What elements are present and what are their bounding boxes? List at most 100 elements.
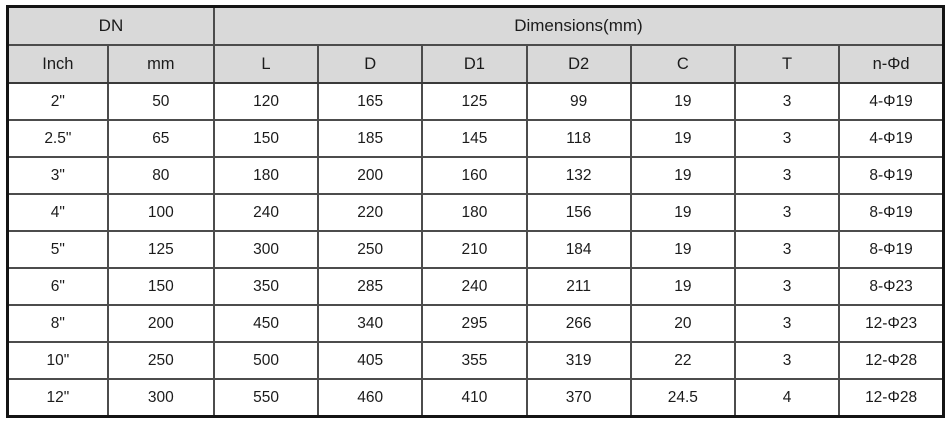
table-cell: 450	[212, 304, 320, 343]
table-cell: 65	[106, 119, 215, 158]
table-cell: 19	[629, 267, 736, 306]
table-cell: 156	[525, 193, 632, 232]
table-cell: 3	[733, 193, 841, 232]
dimensions-spec-table: DN Dimensions(mm) Inch mm L D D1 D2 C T …	[6, 5, 945, 418]
table-cell: 50	[106, 82, 215, 121]
col-header-inch: Inch	[6, 44, 109, 84]
table-cell: 250	[317, 230, 424, 269]
table-row: 2.5" 65 150 185 145 118 19 3 4-Φ19	[6, 119, 945, 158]
table-cell: 22	[629, 341, 736, 380]
col-header-d2: D2	[525, 44, 632, 84]
table-cell: 185	[317, 119, 424, 158]
table-cell: 145	[421, 119, 528, 158]
table-cell: 12-Φ28	[838, 378, 945, 418]
table-cell: 132	[525, 156, 632, 195]
table-cell: 160	[421, 156, 528, 195]
table-cell: 12-Φ28	[838, 341, 945, 380]
table-row: 4" 100 240 220 180 156 19 3 8-Φ19	[6, 193, 945, 232]
table-cell: 500	[212, 341, 320, 380]
table-row: 2" 50 120 165 125 99 19 3 4-Φ19	[6, 82, 945, 121]
col-header-t: T	[733, 44, 841, 84]
table-cell: 355	[421, 341, 528, 380]
table-cell: 240	[212, 193, 320, 232]
table-cell: 3	[733, 267, 841, 306]
table-cell: 3	[733, 119, 841, 158]
table-cell: 118	[525, 119, 632, 158]
table-cell: 8-Φ19	[838, 230, 945, 269]
table-cell: 220	[317, 193, 424, 232]
table-row: 10" 250 500 405 355 319 22 3 12-Φ28	[6, 341, 945, 380]
table-cell: 12"	[6, 378, 109, 418]
table-cell: 10"	[6, 341, 109, 380]
table-cell: 3	[733, 82, 841, 121]
table-cell: 8"	[6, 304, 109, 343]
table-cell: 19	[629, 230, 736, 269]
table-cell: 300	[106, 378, 215, 418]
col-header-mm: mm	[106, 44, 215, 84]
table-cell: 184	[525, 230, 632, 269]
table-cell: 240	[421, 267, 528, 306]
table-row: 5" 125 300 250 210 184 19 3 8-Φ19	[6, 230, 945, 269]
table-cell: 24.5	[629, 378, 736, 418]
table-column-header-row: Inch mm L D D1 D2 C T n-Φd	[6, 44, 945, 84]
table-cell: 2"	[6, 82, 109, 121]
table-cell: 319	[525, 341, 632, 380]
col-header-l: L	[212, 44, 320, 84]
table-cell: 3	[733, 230, 841, 269]
table-cell: 410	[421, 378, 528, 418]
table-cell: 80	[106, 156, 215, 195]
table-cell: 3"	[6, 156, 109, 195]
table-cell: 19	[629, 119, 736, 158]
table-cell: 6"	[6, 267, 109, 306]
col-header-n-phi-d: n-Φd	[838, 44, 945, 84]
table-cell: 2.5"	[6, 119, 109, 158]
table-cell: 4	[733, 378, 841, 418]
table-cell: 125	[106, 230, 215, 269]
table-row: 12" 300 550 460 410 370 24.5 4 12-Φ28	[6, 378, 945, 418]
table-cell: 12-Φ23	[838, 304, 945, 343]
table-cell: 266	[525, 304, 632, 343]
table-cell: 8-Φ19	[838, 156, 945, 195]
table-group-header-row: DN Dimensions(mm)	[6, 5, 945, 46]
table-row: 3" 80 180 200 160 132 19 3 8-Φ19	[6, 156, 945, 195]
group-header-dn: DN	[6, 5, 215, 46]
table-cell: 210	[421, 230, 528, 269]
table-cell: 165	[317, 82, 424, 121]
table-cell: 5"	[6, 230, 109, 269]
table-cell: 99	[525, 82, 632, 121]
col-header-c: C	[629, 44, 736, 84]
table-cell: 4-Φ19	[838, 119, 945, 158]
table-cell: 340	[317, 304, 424, 343]
table-cell: 200	[106, 304, 215, 343]
table-cell: 3	[733, 156, 841, 195]
table-cell: 150	[106, 267, 215, 306]
table-cell: 295	[421, 304, 528, 343]
table-cell: 4-Φ19	[838, 82, 945, 121]
table-cell: 3	[733, 341, 841, 380]
table-cell: 19	[629, 156, 736, 195]
table-cell: 150	[212, 119, 320, 158]
table-cell: 550	[212, 378, 320, 418]
table-cell: 3	[733, 304, 841, 343]
col-header-d: D	[317, 44, 424, 84]
table-cell: 285	[317, 267, 424, 306]
table-cell: 200	[317, 156, 424, 195]
table-cell: 350	[212, 267, 320, 306]
table-cell: 370	[525, 378, 632, 418]
table-row: 6" 150 350 285 240 211 19 3 8-Φ23	[6, 267, 945, 306]
table-cell: 125	[421, 82, 528, 121]
table-cell: 211	[525, 267, 632, 306]
table-body: 2" 50 120 165 125 99 19 3 4-Φ19 2.5" 65 150 185 145 11…	[6, 82, 945, 418]
table-cell: 8-Φ23	[838, 267, 945, 306]
table-cell: 4"	[6, 193, 109, 232]
table-cell: 19	[629, 82, 736, 121]
table-cell: 250	[106, 341, 215, 380]
col-header-d1: D1	[421, 44, 528, 84]
table-cell: 19	[629, 193, 736, 232]
group-header-dimensions: Dimensions(mm)	[212, 5, 945, 46]
table-cell: 8-Φ19	[838, 193, 945, 232]
table-cell: 300	[212, 230, 320, 269]
table-cell: 100	[106, 193, 215, 232]
table-cell: 180	[421, 193, 528, 232]
